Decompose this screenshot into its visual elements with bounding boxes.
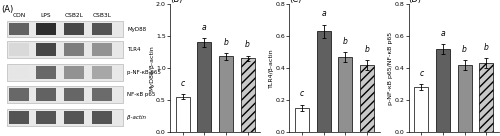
Bar [64,66,84,79]
Bar [64,43,84,56]
Text: b: b [364,45,370,54]
Text: NF-κB p65: NF-κB p65 [127,92,156,97]
Bar [92,111,112,123]
Bar [64,88,84,101]
Text: (A): (A) [1,5,13,14]
Text: CSB3L: CSB3L [92,13,112,18]
Bar [6,109,123,126]
Bar [219,56,233,132]
Text: a: a [322,10,326,18]
Text: a: a [202,23,207,32]
Bar [64,23,84,35]
Text: MyD88: MyD88 [127,27,146,32]
Bar [10,23,29,35]
Text: CSB2L: CSB2L [64,13,84,18]
Text: c: c [181,79,185,88]
Text: (B): (B) [170,0,182,4]
Text: CON: CON [12,13,26,18]
Text: TLR4: TLR4 [127,47,140,52]
Text: (C): (C) [290,0,302,4]
Text: c: c [420,69,424,78]
Bar [10,111,29,123]
Bar [10,88,29,101]
Text: LPS: LPS [40,13,51,18]
Bar [64,111,84,123]
Bar [176,97,190,132]
Text: b: b [343,37,347,46]
Bar [36,23,56,35]
Bar [458,65,471,132]
Text: b: b [484,43,488,52]
Bar [240,58,254,132]
Text: (D): (D) [408,0,422,4]
Bar [6,86,123,103]
Bar [92,88,112,101]
Y-axis label: MyD88/β-actin: MyD88/β-actin [150,45,154,91]
Bar [36,88,56,101]
Bar [10,43,29,56]
Text: a: a [440,29,446,38]
Bar [36,43,56,56]
Text: β-actin: β-actin [127,115,146,120]
Bar [338,57,352,132]
Bar [92,23,112,35]
Bar [414,87,428,132]
Bar [316,31,330,132]
Y-axis label: p-NF-κB p65/NF-κB p65: p-NF-κB p65/NF-κB p65 [388,31,393,105]
Bar [360,65,374,132]
Text: p-NF-κB p65: p-NF-κB p65 [127,70,161,75]
Text: b: b [245,41,250,50]
Bar [479,63,493,132]
Text: b: b [224,38,228,47]
Bar [92,43,112,56]
Bar [295,108,309,132]
Bar [198,42,211,132]
Text: c: c [300,89,304,98]
Bar [6,21,123,37]
Bar [6,64,123,81]
Text: b: b [462,45,467,54]
Bar [36,111,56,123]
Bar [10,66,29,79]
Y-axis label: TLR4/β-actin: TLR4/β-actin [269,48,274,88]
Bar [92,66,112,79]
Bar [436,49,450,132]
Bar [36,66,56,79]
Bar [6,41,123,58]
